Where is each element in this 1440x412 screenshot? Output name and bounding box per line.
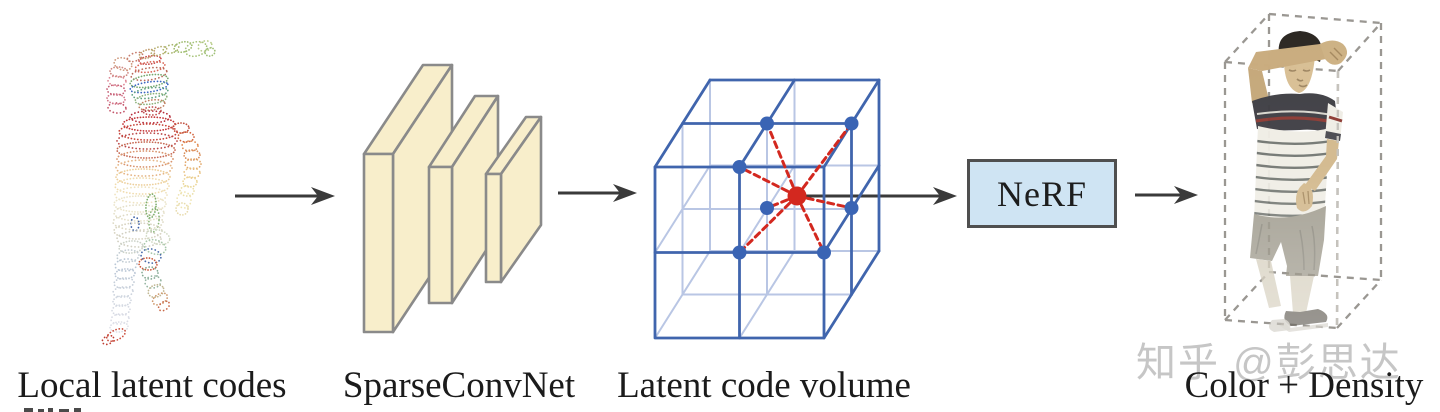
person-left-leg (1256, 259, 1281, 308)
sparseconvnet-slabs (362, 63, 543, 334)
person-lower-arm (1305, 139, 1339, 191)
conv-slab (484, 115, 543, 284)
nerf-box-label: NeRF (996, 173, 1087, 214)
flow-arrow-3 (804, 187, 957, 205)
latent-code-dots (732, 116, 859, 260)
cropped-text-fragment (24, 408, 81, 412)
person-hand (1320, 40, 1348, 65)
watermark: 知乎 @彭思达 (1136, 341, 1402, 385)
latent-code-volume-cube (653, 78, 881, 340)
person-hand-fingers (1329, 47, 1343, 61)
person-lower-hand-fingers (1302, 190, 1310, 205)
flow-arrow-2 (558, 184, 637, 202)
person-shorts (1250, 206, 1326, 276)
query-point-dot (787, 186, 807, 206)
person-shoe (1284, 309, 1328, 326)
person-back-foot (1268, 319, 1291, 332)
conv-slab (427, 94, 500, 305)
person-shorts-wrinkles (1255, 223, 1316, 271)
person-shoe-sole (1280, 321, 1328, 332)
nerf-box: NeRF (967, 159, 1117, 228)
person-upper-arm (1248, 68, 1269, 103)
point-cloud-figure (101, 39, 216, 346)
flow-arrow-1 (235, 187, 335, 205)
stage-label-sparseconvnet: SparseConvNet (342, 365, 576, 406)
rendered-person-figure (1248, 31, 1348, 332)
person-right-leg (1290, 276, 1314, 313)
person-face-details (1288, 69, 1311, 88)
sleeve-red-stripe (1328, 115, 1343, 123)
stage-label-color-density: Color + Density (1184, 365, 1424, 406)
person-shirt-yoke (1252, 93, 1339, 136)
bounding-box-front-edge-overlay (1335, 70, 1340, 329)
stage-label-local-latent-codes: Local latent codes (17, 365, 287, 406)
stage-label-latent-code-volume: Latent code volume (617, 365, 911, 406)
person-raised-forearm (1248, 42, 1341, 71)
flow-arrow-4 (1135, 186, 1198, 204)
